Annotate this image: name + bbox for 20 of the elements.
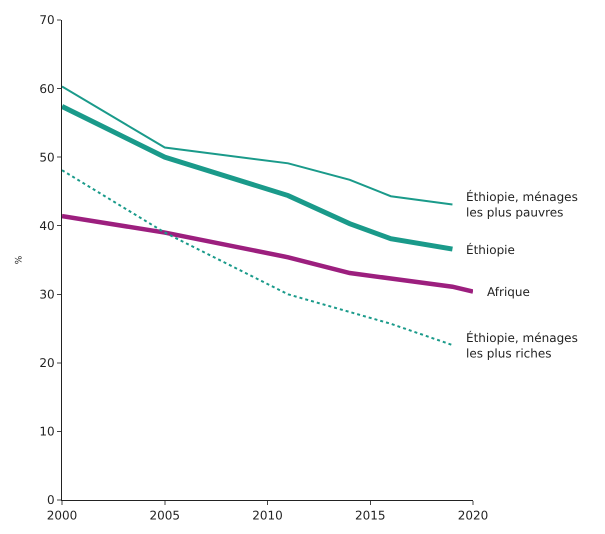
- y-tick-label: 40: [39, 218, 55, 233]
- y-tick-label: 60: [39, 82, 55, 96]
- line-series: [62, 86, 454, 206]
- series-label: Éthiopie: [466, 242, 515, 257]
- y-tick-label: 0: [46, 493, 55, 508]
- y-tick-label: 30: [39, 287, 55, 302]
- y-tick-label: 50: [39, 150, 55, 164]
- line-series: [62, 169, 454, 346]
- series-label: Afrique: [487, 285, 530, 299]
- y-tick-label: 70: [39, 13, 55, 28]
- series-label: Éthiopie, ménages les plus pauvres: [466, 189, 578, 220]
- x-tick-label: 2005: [149, 508, 180, 522]
- x-tick-label: 2010: [252, 508, 283, 522]
- series-label: Éthiopie, ménages les plus riches: [466, 330, 578, 361]
- x-tick-label: 2000: [46, 508, 78, 522]
- y-tick-label: 20: [39, 356, 55, 370]
- y-axis-title: %: [14, 255, 25, 264]
- x-tick-label: 2020: [458, 508, 488, 522]
- y-tick-label: 10: [39, 424, 55, 439]
- x-tick-label: 2015: [354, 508, 386, 522]
